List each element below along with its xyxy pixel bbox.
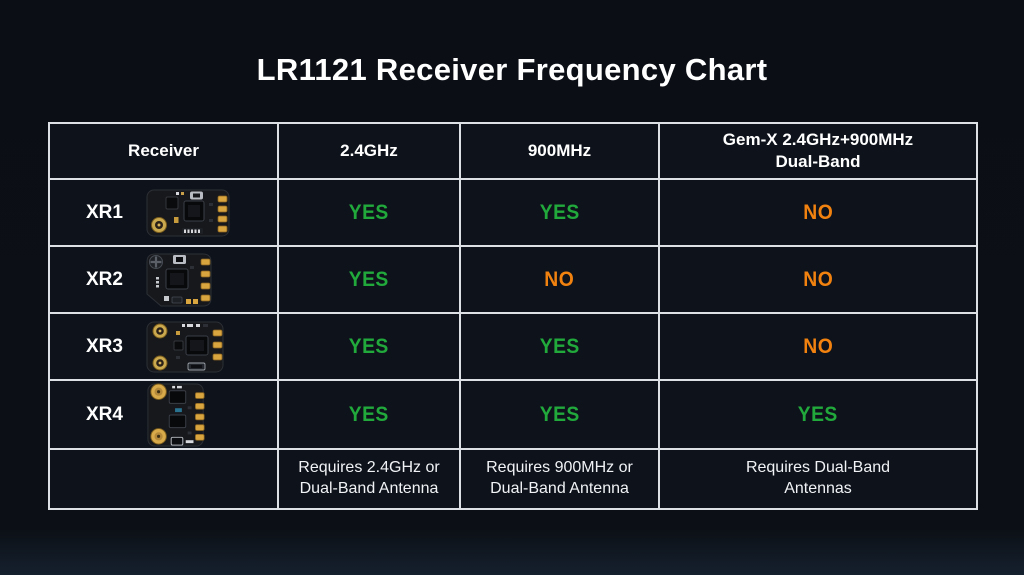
cell-xr2-900mhz: NO (459, 245, 660, 314)
frequency-table: Receiver 2.4GHz 900MHz Gem-X 2.4GHz+900M… (48, 122, 978, 510)
receiver-cell-xr4: XR4 (48, 379, 279, 450)
page-title: LR1121 Receiver Frequency Chart (256, 52, 768, 87)
cell-xr3-900mhz: YES (459, 312, 660, 381)
value-xr3-dualband: NO (803, 334, 833, 358)
header-cell-dualband: Gem-X 2.4GHz+900MHz Dual-Band (658, 122, 978, 180)
footer-cell-2p4ghz: Requires 2.4GHz or Dual-Band Antenna (277, 448, 461, 510)
receiver-label-xr4: XR4 (86, 403, 123, 425)
footer-cell-dualband: Requires Dual-Band Antennas (658, 448, 978, 510)
value-xr2-2p4ghz: YES (348, 267, 390, 291)
receiver-cell-xr3: XR3 (48, 312, 279, 381)
value-xr4-900mhz: YES (539, 402, 580, 426)
header-cell-receiver: Receiver (48, 122, 279, 180)
value-xr3-2p4ghz: YES (348, 334, 390, 358)
receiver-label-xr1: XR1 (86, 201, 123, 223)
value-xr4-dualband: YES (797, 402, 839, 426)
footer-cell-900mhz: Requires 900MHz or Dual-Band Antenna (459, 448, 660, 510)
cell-xr3-dualband: NO (658, 312, 978, 381)
xr4-pcb-photo (147, 382, 205, 447)
table-row-xr1: XR1 (48, 178, 978, 247)
cell-xr1-900mhz: YES (459, 178, 660, 247)
cell-xr2-dualband: NO (658, 245, 978, 314)
table-row-xr2: XR2 (48, 245, 978, 314)
value-xr1-900mhz: YES (539, 200, 580, 224)
xr1-pcb-photo (146, 189, 230, 236)
cell-xr2-2p4ghz: YES (277, 245, 461, 314)
cell-xr3-2p4ghz: YES (277, 312, 461, 381)
footer-note-2p4ghz: Requires 2.4GHz or Dual-Band Antenna (298, 459, 440, 497)
xr2-pcb-photo (146, 253, 212, 306)
receiver-cell-xr1: XR1 (48, 178, 279, 247)
value-xr4-2p4ghz: YES (348, 402, 390, 426)
cell-xr1-2p4ghz: YES (277, 178, 461, 247)
cell-xr1-dualband: NO (658, 178, 978, 247)
value-xr1-dualband: NO (803, 200, 833, 224)
value-xr3-900mhz: YES (539, 334, 580, 358)
receiver-label-xr2: XR2 (86, 268, 123, 290)
cell-xr4-dualband: YES (658, 379, 978, 450)
footer-note-dualband: Requires Dual-Band Antennas (745, 459, 891, 497)
cell-xr4-2p4ghz: YES (277, 379, 461, 450)
table-row-xr3: XR3 (48, 312, 978, 381)
xr3-pcb-photo (146, 321, 224, 372)
value-xr2-900mhz: NO (544, 267, 575, 291)
header-row: Receiver 2.4GHz 900MHz Gem-X 2.4GHz+900M… (48, 122, 978, 180)
header-cell-2p4ghz: 2.4GHz (277, 122, 461, 180)
value-xr1-2p4ghz: YES (348, 200, 390, 224)
footer-row: Requires 2.4GHz or Dual-Band Antenna Req… (48, 448, 978, 510)
cell-xr4-900mhz: YES (459, 379, 660, 450)
value-xr2-dualband: NO (803, 267, 833, 291)
footer-note-900mhz: Requires 900MHz or Dual-Band Antenna (486, 459, 633, 497)
header-cell-900mhz: 900MHz (459, 122, 660, 180)
receiver-label-xr3: XR3 (86, 335, 123, 357)
table-row-xr4: XR4 (48, 379, 978, 450)
receiver-cell-xr2: XR2 (48, 245, 279, 314)
footer-cell-empty (48, 448, 279, 510)
